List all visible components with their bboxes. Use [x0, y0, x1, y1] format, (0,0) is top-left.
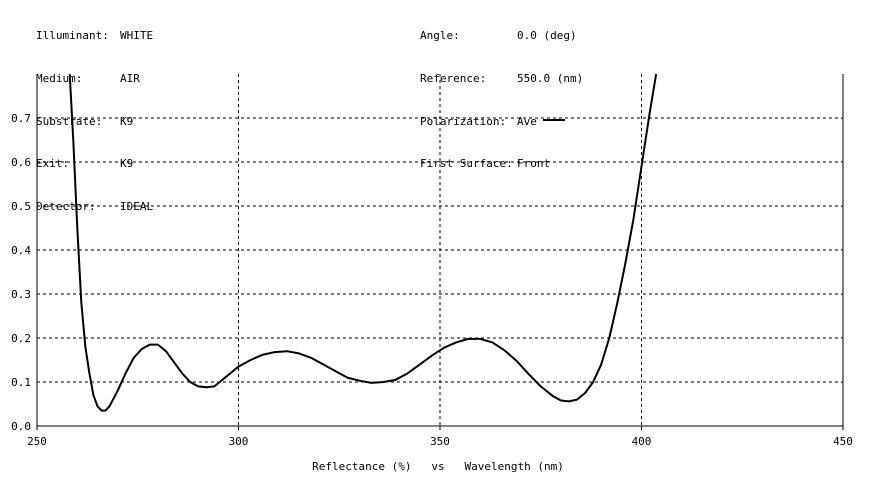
detector-value: IDEAL: [120, 199, 154, 213]
tick-labels: 0.0 0.1 0.2 0.3 0.4 0.5 0.6 0.7 250 300 350 400 450: [11, 112, 853, 448]
info-row-angle: Angle: 0.0 (deg): [420, 29, 720, 43]
reference-key: Reference:: [420, 72, 487, 85]
setup-info-left: Illuminant: WHITE Medium: AIR Substrate:…: [36, 1, 336, 228]
info-row-detector: Detector: IDEAL: [36, 200, 336, 214]
x-axis-label: Reflectance (%) vs Wavelength (nm): [312, 460, 564, 473]
y-tick-label-0.7: 0.7: [11, 112, 31, 125]
exit-value: K9: [120, 157, 134, 171]
exit-key: Exit:: [36, 157, 70, 171]
y-tick-label-0.2: 0.2: [11, 332, 31, 345]
x-tick-label-250: 250: [27, 435, 47, 448]
info-row-first-surface: First Surface: Front: [420, 157, 720, 171]
grid: [37, 74, 843, 426]
info-row-illuminant: Illuminant: WHITE: [36, 29, 336, 43]
y-tick-label-0.5: 0.5: [11, 200, 31, 213]
series-layer: [68, 74, 658, 412]
angle-key: Angle:: [420, 29, 460, 43]
y-tick-label-0.3: 0.3: [11, 288, 31, 301]
x-tick-label-300: 300: [229, 435, 249, 448]
axes: [36, 74, 844, 430]
y-tick-label-0.6: 0.6: [11, 156, 31, 169]
setup-info-right: Angle: 0.0 (deg) Reference: 550.0 (nm) P…: [420, 1, 720, 186]
x-tick-label-450: 450: [833, 435, 853, 448]
x-tick-label-350: 350: [430, 435, 450, 448]
series-line-1: [68, 74, 658, 412]
illuminant-key: Illuminant:: [36, 29, 109, 43]
illuminant-value: WHITE: [120, 29, 154, 43]
detector-key: Detector:: [36, 199, 96, 213]
x-tick-label-400: 400: [632, 435, 652, 448]
first-surface-key: First Surface:: [420, 157, 513, 171]
info-row-exit: Exit: K9: [36, 157, 336, 171]
y-tick-label-0.4: 0.4: [11, 244, 31, 257]
y-tick-label-0.1: 0.1: [11, 376, 31, 389]
info-row-reference: Reference: 550.0 (nm): [420, 72, 720, 86]
first-surface-value: Front: [517, 157, 551, 171]
medium-value: AIR: [120, 72, 140, 85]
y-tick-label-0: 0.0: [11, 420, 31, 433]
reference-value: 550.0 (nm): [517, 72, 584, 85]
legend-line-swatch: [542, 118, 565, 121]
angle-value: 0.0 (deg): [517, 29, 577, 43]
